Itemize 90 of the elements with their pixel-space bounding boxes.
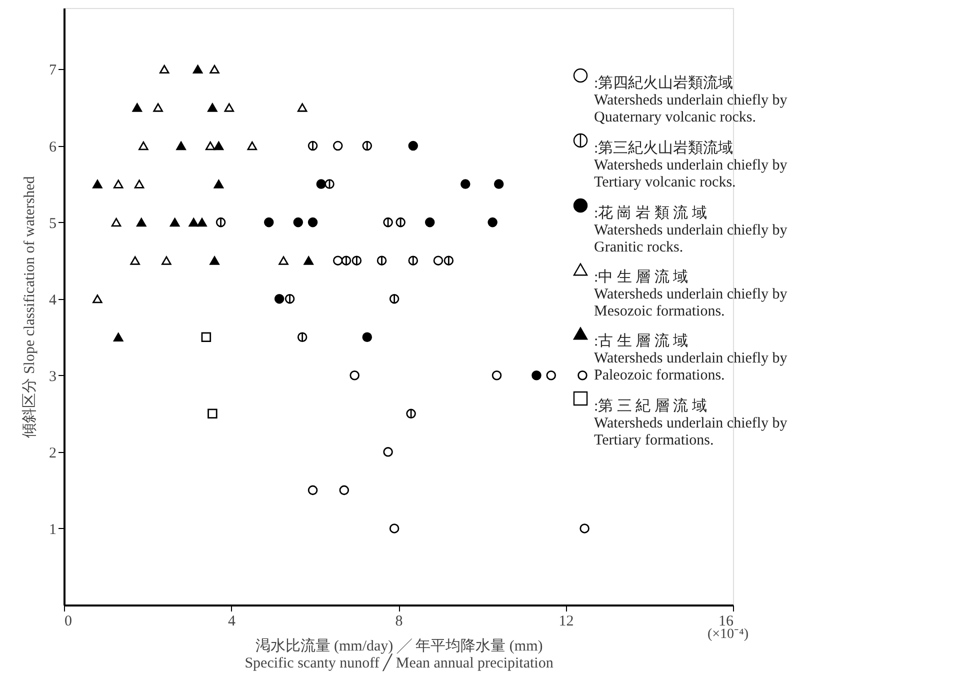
point <box>278 256 288 265</box>
y-tick-label: 2 <box>49 445 56 462</box>
point <box>408 140 418 151</box>
x-tick-label: 4 <box>228 614 236 630</box>
point <box>389 524 400 534</box>
point <box>197 218 207 227</box>
point <box>274 294 284 304</box>
point <box>136 218 146 227</box>
point <box>176 141 186 150</box>
point <box>362 332 372 342</box>
point <box>297 103 308 112</box>
y-tick-label: 6 <box>49 139 57 156</box>
point <box>132 103 142 112</box>
point <box>205 141 216 150</box>
point <box>210 64 220 74</box>
point <box>264 217 274 228</box>
point <box>376 256 387 266</box>
point <box>284 294 295 304</box>
point <box>113 180 124 188</box>
legend-label: :第四紀火山岩類流域 Watersheds underlain chiefly by Quaternary volcanic rocks. <box>594 74 788 126</box>
point <box>214 180 224 188</box>
point <box>433 256 444 266</box>
y-tick-label: 4 <box>49 292 57 308</box>
point <box>362 140 372 151</box>
point <box>383 447 393 457</box>
point <box>350 370 360 380</box>
point <box>153 103 163 112</box>
point <box>396 217 406 228</box>
point <box>208 103 218 112</box>
point <box>580 524 590 534</box>
point <box>214 141 224 150</box>
point <box>216 217 226 228</box>
point <box>444 256 454 266</box>
legend-label: :古 生 層 流 域 Watersheds underlain chiefly by Paleozoic formations. <box>594 332 788 384</box>
point <box>546 370 556 380</box>
point <box>159 64 170 74</box>
point <box>332 140 343 151</box>
point <box>316 179 326 189</box>
y-tick-label: 3 <box>49 368 56 385</box>
x-tick-label: 0 <box>64 614 72 630</box>
y-axis-title: 傾斜区分 Slope classification of watershed <box>21 176 38 438</box>
y-tick-label: 1 <box>49 522 56 538</box>
point <box>308 217 318 228</box>
y-tick-label: 7 <box>49 62 57 79</box>
x-axis-title: 渇水比流量 (mm/day) ╱ 年平均降水量 (mm) Specific scanty nunoff ╱ Mean annual precipitation <box>244 638 554 672</box>
point <box>488 217 498 228</box>
point <box>224 103 234 112</box>
point <box>113 332 124 342</box>
point <box>304 256 314 265</box>
point <box>492 370 502 380</box>
point <box>170 218 180 227</box>
point <box>92 294 102 304</box>
point <box>389 294 400 304</box>
point <box>192 64 203 74</box>
x-tick-label: 12 <box>558 614 574 630</box>
x-tick-label: 8 <box>395 614 403 630</box>
point <box>424 217 435 228</box>
legend-label: :中 生 層 流 域 Watersheds underlain chiefly by Mesozoic formations. <box>594 268 788 320</box>
point <box>308 485 318 496</box>
y-tick-label: 5 <box>49 216 56 232</box>
point <box>297 332 308 342</box>
point <box>111 218 122 227</box>
point <box>201 332 212 342</box>
point <box>406 408 416 419</box>
text: (×10⁻⁴) <box>707 627 749 642</box>
point <box>208 408 218 419</box>
point <box>293 217 304 228</box>
point <box>339 485 350 496</box>
point <box>210 256 220 265</box>
point <box>138 141 148 150</box>
point <box>134 180 144 188</box>
point <box>383 217 393 228</box>
point <box>247 141 258 150</box>
point <box>341 256 352 266</box>
point <box>188 218 198 227</box>
point <box>332 256 343 266</box>
point <box>532 370 542 380</box>
point <box>352 256 362 266</box>
legend-label: :第 三 紀 層 流 域 Watersheds underlain chiefly by Tertiary formations. <box>594 398 788 448</box>
point <box>578 370 588 380</box>
legend-label: :第三紀火山岩類流域 Watersheds underlain chiefly by Tertiary volcanic rocks. <box>594 140 788 190</box>
point <box>408 256 418 266</box>
point <box>130 256 140 265</box>
x-tick-label: 16 <box>718 614 734 630</box>
point <box>494 179 504 189</box>
point <box>460 179 470 189</box>
point <box>162 256 172 265</box>
point <box>308 140 318 151</box>
point <box>92 180 102 188</box>
legend-label: :花 崗 岩 類 流 域 Watersheds underlain chiefly by Granitic rocks. <box>594 204 788 256</box>
